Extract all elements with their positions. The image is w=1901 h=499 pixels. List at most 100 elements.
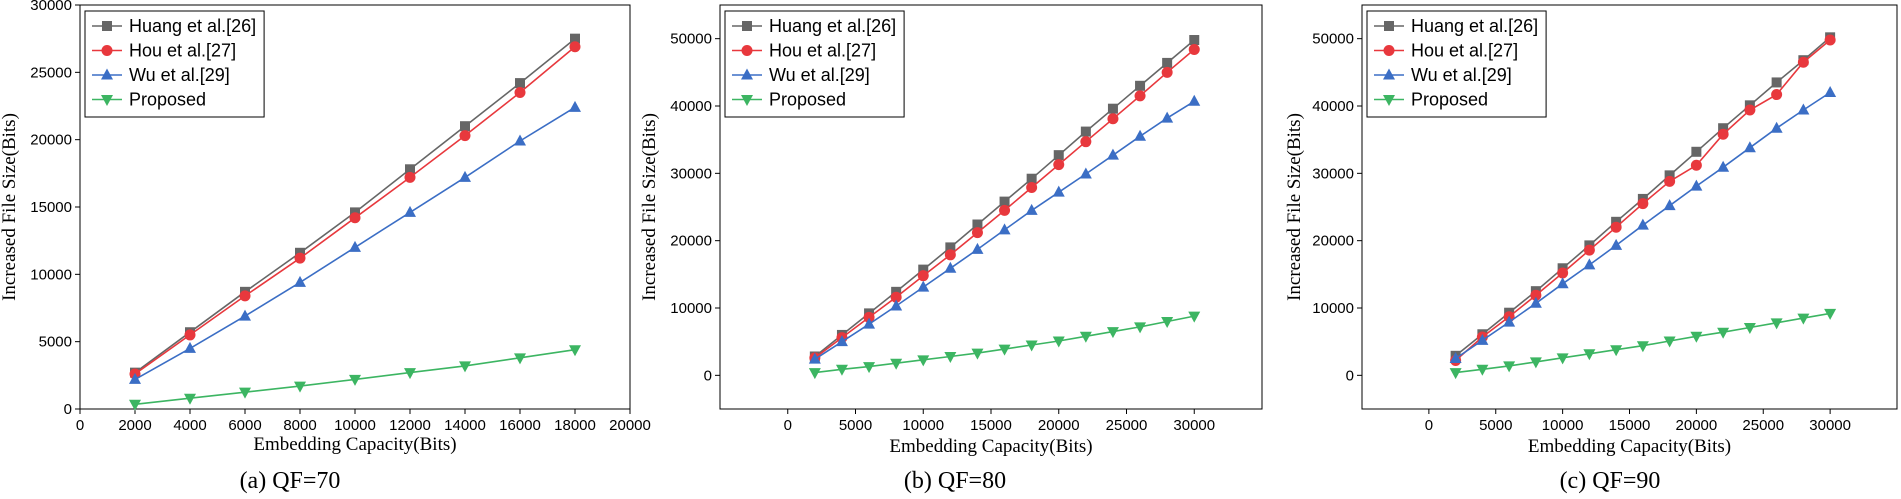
chart-2-series-2-point (1107, 113, 1119, 125)
chart-2-series-1-point (1053, 150, 1064, 161)
chart-1-x-axis-title: Embedding Capacity(Bits) (253, 434, 456, 455)
chart-2-series-3-point (863, 317, 876, 329)
chart-3-series-3-point (1717, 160, 1730, 172)
chart-2-series-4-point (1188, 311, 1201, 323)
chart-3-legend-marker-1 (1384, 21, 1394, 31)
chart-1-y-tick-label: 10000 (30, 266, 72, 283)
chart-3-series-1-point (1771, 77, 1782, 88)
chart-3-legend-label-3: Wu et al.[29] (1411, 65, 1512, 85)
chart-1-x-tick-label: 16000 (499, 417, 541, 434)
chart-2-series-2-point (1053, 159, 1065, 171)
chart-1-y-axis-title: Increased File Size(Bits) (0, 113, 20, 301)
chart-2-x-tick-label: 0 (784, 417, 792, 434)
chart-1-x-tick-label: 8000 (283, 417, 316, 434)
chart-1-x-tick-label: 14000 (444, 417, 486, 434)
chart-3-caption: (c) QF=90 (1560, 468, 1661, 494)
chart-1-y-tick-label: 0 (64, 401, 72, 418)
chart-3-x-tick-label: 25000 (1742, 417, 1784, 434)
chart-2-series-2-point (999, 204, 1011, 216)
chart-1-x-tick-label: 2000 (118, 417, 151, 434)
chart-1-series-3-point (404, 205, 416, 217)
chart-2-series-3-point (971, 242, 984, 254)
chart-2-series-1-point (972, 219, 983, 230)
chart-1-x-tick-label: 20000 (609, 417, 651, 434)
chart-1-series-2-point (459, 130, 471, 142)
chart-3-series-2-point (1690, 159, 1702, 171)
chart-3-series-4-point (1529, 357, 1542, 369)
chart-3-legend-marker-2 (1383, 45, 1395, 56)
chart-1-series-1-point (405, 164, 415, 175)
chart-1-legend-marker-2 (101, 45, 113, 56)
chart-3-legend-label-2: Hou et al.[27] (1411, 41, 1518, 61)
chart-2-y-tick-label: 40000 (670, 98, 712, 115)
chart-2-series-3-point (1134, 129, 1147, 141)
chart-3-series-2-point (1637, 198, 1649, 210)
chart-2-series-1-point (945, 242, 956, 253)
chart-1-series-4-point (239, 387, 251, 399)
chart-1-series-3-point (239, 309, 251, 321)
chart-1-series-1-point (570, 33, 580, 44)
chart-2-series-4-point (1106, 327, 1119, 339)
chart-2-series-2-point (1161, 66, 1173, 78)
chart-3-series-4-point (1770, 318, 1783, 330)
chart-3-series-2-point (1797, 56, 1809, 68)
chart-3-x-tick-label: 15000 (1609, 417, 1651, 434)
chart-3-series-4-point (1610, 345, 1623, 357)
chart-3-series-2-point (1610, 221, 1622, 233)
chart-1-legend-label-3: Wu et al.[29] (129, 65, 230, 85)
chart-1-series-1-point (515, 78, 525, 89)
chart-2-series-3-point (890, 299, 903, 311)
chart-1-series-4-point (514, 353, 526, 365)
chart-2-legend-label-3: Wu et al.[29] (769, 65, 870, 85)
chart-3-series-2-point (1717, 128, 1729, 140)
chart-1-series-2-point (239, 290, 251, 302)
chart-2-series-3-point (835, 335, 848, 347)
chart-3-series-4-point (1824, 308, 1837, 320)
chart-1-x-tick-label: 10000 (334, 417, 376, 434)
chart-2-caption: (b) QF=80 (904, 468, 1006, 494)
chart-1-series-3-point (349, 240, 361, 252)
chart-3-series-3-point (1529, 296, 1542, 308)
chart-3-series-2-point (1583, 244, 1595, 256)
chart-1-legend-marker-4 (101, 95, 113, 106)
chart-3-series-4-point (1583, 349, 1596, 361)
chart-1-series-4-point (459, 361, 471, 373)
chart-2-x-tick-label: 25000 (1106, 417, 1148, 434)
chart-3-y-axis-title: Increased File Size(Bits) (1284, 113, 1305, 301)
chart-2-series-2-point (1026, 181, 1038, 193)
chart-2-x-tick-label: 20000 (1038, 417, 1080, 434)
chart-3-y-tick-label: 50000 (1312, 31, 1354, 48)
chart-2-legend-label-2: Hou et al.[27] (769, 41, 876, 61)
chart-3-series-4-point (1797, 313, 1810, 325)
chart-2-series-4-point (998, 344, 1011, 356)
chart-3-x-axis-title: Embedding Capacity(Bits) (1528, 436, 1731, 457)
chart-2-series-4-point (863, 362, 876, 374)
chart-3-y-tick-label: 10000 (1312, 300, 1354, 317)
chart-3-y-tick-label: 40000 (1312, 98, 1354, 115)
chart-2-series-4-point (1052, 336, 1065, 348)
chart-3-series-4-point (1449, 368, 1462, 380)
chart-1-series-3-point (129, 372, 141, 384)
chart-3-series-3-point (1476, 333, 1489, 345)
chart-2-series-1-point (1135, 80, 1146, 91)
chart-2-series-3-point (808, 352, 821, 364)
chart-3-series-4-point (1636, 341, 1649, 353)
chart-3-series-3-point (1449, 352, 1462, 363)
chart-3-series-3-point (1690, 179, 1703, 191)
chart-2-series-3-point (917, 280, 930, 292)
chart-3-series-1-point (1691, 146, 1702, 157)
chart-2-x-axis-title: Embedding Capacity(Bits) (889, 436, 1092, 457)
chart-3-series-4-point (1556, 353, 1569, 365)
chart-1-series-4-point (349, 374, 361, 386)
chart-3-series-2-point (1530, 289, 1542, 301)
chart-2-series-4-point (917, 355, 930, 367)
chart-3-series-3-point (1636, 218, 1649, 230)
chart-3-y-tick-label: 30000 (1312, 165, 1354, 182)
chart-1-series-1-point (460, 121, 470, 132)
chart-2-series-2-point (1134, 90, 1146, 102)
chart-3-x-tick-label: 10000 (1542, 417, 1584, 434)
chart-3-series-3-point (1743, 141, 1756, 153)
chart-3-series-2-point (1824, 34, 1836, 46)
chart-1-y-tick-label: 5000 (39, 334, 72, 351)
chart-1-y-tick-label: 25000 (30, 64, 72, 81)
